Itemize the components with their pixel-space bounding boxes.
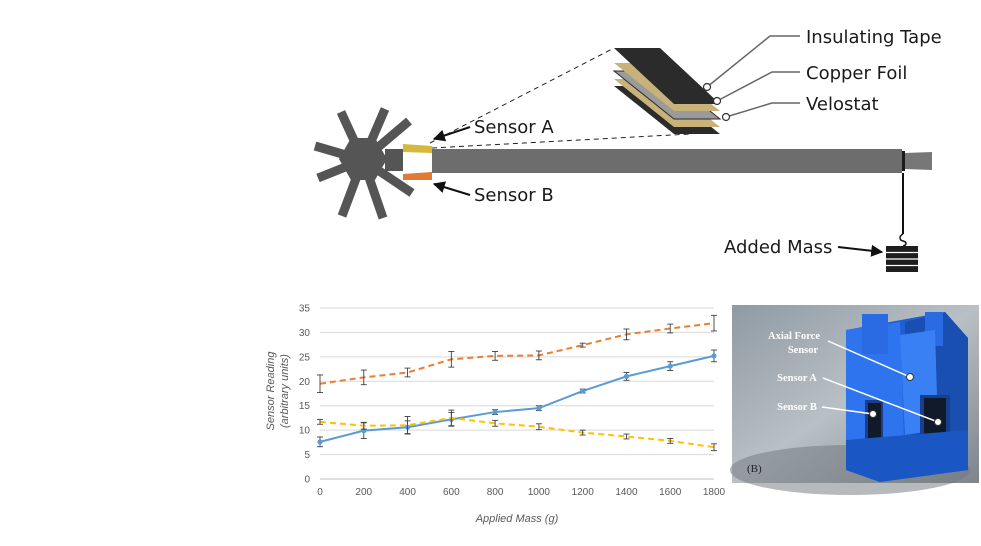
error-bar: [711, 443, 717, 452]
error-bar: [360, 421, 367, 430]
x-tick-label: 1400: [615, 487, 638, 498]
series-line-2: [319, 416, 715, 449]
photo-panel-tag: (B): [747, 463, 762, 475]
photo-label-axial-line1: Axial Force: [768, 331, 820, 342]
added-mass-arrow: [837, 244, 884, 257]
series-line-1: [319, 354, 715, 443]
photo-label-sensor-a: Sensor A: [777, 373, 817, 384]
chart-ylabel-units: (arbitrary units): [279, 354, 291, 428]
photo-blue-part: [846, 312, 968, 482]
data-point: [580, 388, 586, 394]
x-tick-label: 0: [317, 487, 323, 498]
error-bar: [623, 328, 630, 341]
beam-end-cap: [902, 151, 905, 171]
error-bar: [317, 374, 323, 393]
x-tick-label: 800: [487, 487, 504, 498]
error-bar: [448, 351, 455, 368]
x-tick-label: 1800: [703, 487, 726, 498]
y-tick-label: 10: [299, 426, 311, 437]
photo-label-sensor-b: Sensor B: [777, 402, 817, 413]
y-tick-label: 15: [299, 401, 311, 412]
x-tick-label: 600: [443, 487, 460, 498]
beam-tip: [905, 152, 932, 170]
label-sensor-a: Sensor A: [474, 117, 554, 138]
chart-gridlines: [320, 307, 714, 456]
photo-label-axial-line2: Sensor: [788, 345, 819, 356]
photo-callouts: [821, 340, 939, 423]
label-sensor-b: Sensor B: [474, 185, 554, 206]
x-tick-label: 1000: [528, 487, 551, 498]
label-added-mass: Added Mass: [724, 237, 832, 258]
y-tick-label: 20: [299, 377, 311, 388]
sensor-a-arrow: [432, 126, 471, 142]
error-bar: [317, 418, 323, 425]
callout-dots: [702, 82, 731, 122]
error-bar: [667, 437, 674, 444]
data-point: [317, 439, 323, 445]
label-insulating-tape: Insulating Tape: [806, 27, 942, 48]
hub-body: [339, 138, 387, 180]
y-tick-label: 25: [299, 352, 311, 363]
mass-weight: [886, 246, 918, 272]
error-bar: [535, 350, 542, 361]
sensor-a-strip: [403, 144, 432, 153]
error-bar: [579, 429, 586, 436]
x-tick-label: 400: [399, 487, 416, 498]
x-tick-label: 1600: [659, 487, 682, 498]
x-tick-label: 1200: [572, 487, 595, 498]
data-point: [623, 373, 630, 379]
y-tick-label: 30: [299, 328, 311, 339]
photo-callout-dots: [869, 373, 942, 426]
error-bar: [492, 351, 499, 361]
error-bar: [667, 323, 674, 334]
series-line-0: [319, 322, 715, 385]
data-point: [492, 409, 498, 415]
callout-lines: [706, 35, 800, 118]
beam: [432, 149, 902, 173]
chart-xlabel: Applied Mass (g): [475, 513, 559, 525]
x-tick-label: 200: [355, 487, 372, 498]
chart-ylabel: Sensor Reading: [265, 351, 277, 431]
zoom-lines: [429, 47, 691, 149]
label-velostat: Velostat: [806, 94, 879, 115]
data-point: [667, 363, 673, 369]
y-tick-label: 5: [304, 450, 310, 461]
sensor-photo: Axial Force Sensor Sensor A Sensor B (B): [730, 305, 979, 495]
mass-hook: [899, 233, 907, 247]
data-point: [536, 405, 542, 411]
sensor-b-strip: [403, 172, 432, 180]
chart-series: [317, 314, 717, 452]
hub-stem: [385, 149, 403, 171]
error-bar: [404, 416, 411, 435]
sensor-b-arrow: [432, 181, 471, 196]
data-point: [711, 353, 717, 359]
layer-tape-top: [614, 48, 720, 104]
error-bar: [535, 423, 542, 431]
layer-stack: [612, 48, 722, 134]
error-bar: [492, 419, 499, 427]
sensor-chart: 0 5 10 15 20 25 30 35 0 200 400 600 800 1000 1200 1400 1…: [265, 304, 726, 526]
y-tick-label: 35: [299, 304, 311, 315]
chart-axes: 0 5 10 15 20 25 30 35 0 200 400 600 800 1000 1200 1400 1…: [299, 304, 726, 499]
error-bar: [579, 342, 586, 348]
error-bar: [404, 367, 411, 378]
y-tick-label: 0: [304, 475, 310, 486]
error-bar: [360, 369, 367, 386]
label-copper-foil: Copper Foil: [806, 63, 907, 84]
error-bar: [623, 433, 630, 440]
error-bar: [711, 314, 717, 332]
sensor-diagram: Insulating Tape Copper Foil Velostat Sen…: [313, 27, 942, 272]
error-bar: [448, 409, 455, 427]
